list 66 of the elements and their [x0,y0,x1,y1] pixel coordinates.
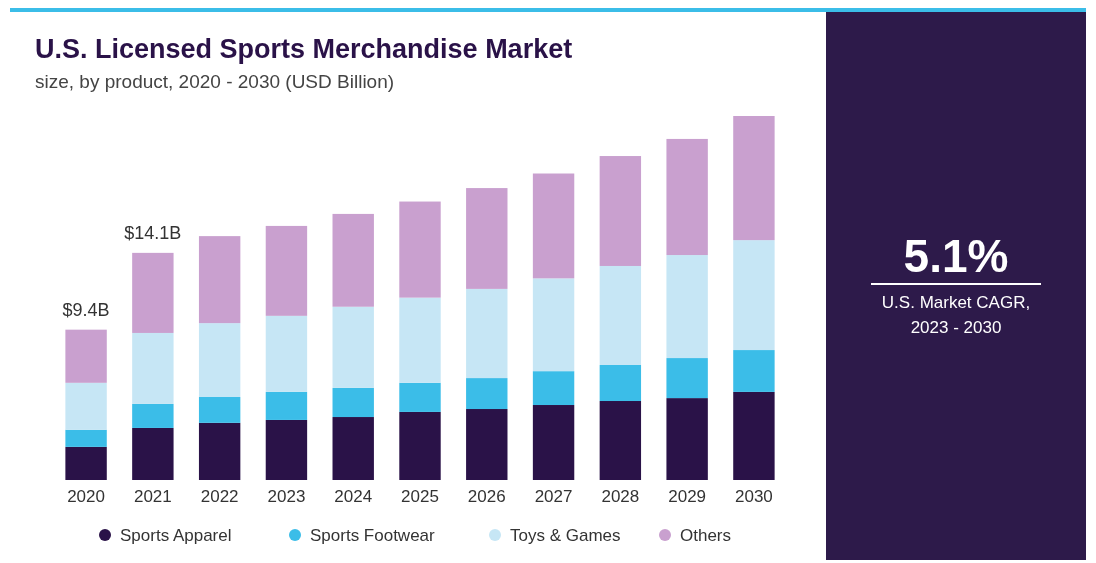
chart-title: U.S. Licensed Sports Merchandise Market [35,34,573,64]
legend-label: Sports Apparel [120,526,232,545]
bar [466,378,508,410]
bar [466,288,508,379]
x-tick-label: 2020 [67,487,105,506]
bar [666,138,708,256]
text: 2023 - 2030 [910,318,1002,337]
bar [65,329,107,383]
bar [466,409,508,480]
x-tick-label: 2030 [735,487,773,506]
legend-label: Sports Footwear [310,526,436,545]
bar [332,306,374,388]
bar [265,315,308,392]
text: U.S. Market CAGR, [881,293,1031,312]
bar [532,405,575,480]
bar [399,297,441,383]
bar [198,422,241,480]
bar [532,278,575,372]
bar [733,240,775,351]
bar [198,397,241,423]
bar [666,358,708,399]
bar [198,323,241,398]
x-tick-label: 2026 [467,487,506,506]
bar [332,213,374,307]
bar [265,419,308,480]
bar [599,156,642,266]
bar [599,401,642,480]
bar [532,173,575,279]
annotation: $14.1B [124,222,182,243]
bar [132,427,174,480]
bar [132,403,174,428]
bar [198,236,241,324]
bar [733,350,775,392]
bar [65,382,107,430]
bar [599,265,642,365]
bar [265,225,308,316]
x-tick-label: 2024 [334,487,373,506]
x-tick-label: 2028 [601,487,640,506]
bar [132,332,174,404]
bar [399,382,441,412]
x-tick-label: 2025 [401,487,439,506]
x-tick-label: 2023 [267,487,306,506]
bar [466,188,508,289]
bar [132,252,174,333]
bar [666,255,708,359]
bar [399,201,441,298]
x-tick-label: 2022 [200,487,239,506]
bar [733,391,775,480]
x-tick-label: 2027 [534,487,573,506]
x-tick-label: 2029 [668,487,707,506]
bar [265,391,308,420]
bar [332,417,374,480]
bar [65,446,107,480]
bar [733,116,775,241]
legend-label: Toys & Games [510,526,621,545]
annotation: $9.4B [62,299,110,320]
bar [65,429,107,447]
bar [532,371,575,406]
bar [332,387,374,418]
x-tick-label: 2021 [133,487,172,506]
legend-label: Others [680,526,732,545]
chart-subtitle: size, by product, 2020 - 2030 (USD Billion) [35,71,395,92]
text: 5.1% [903,230,1009,282]
bar [666,398,708,480]
bar [599,364,642,402]
bar [399,411,441,480]
